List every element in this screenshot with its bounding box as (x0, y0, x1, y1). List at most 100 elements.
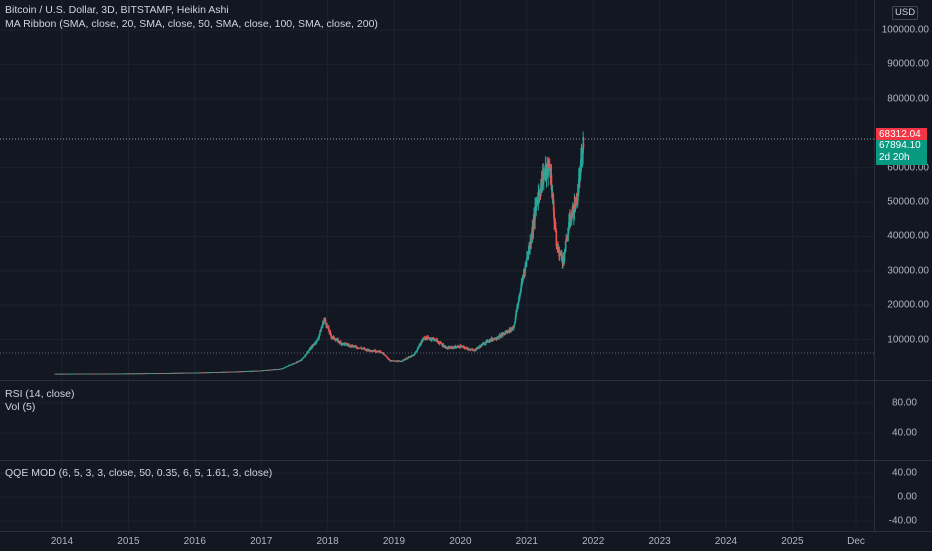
candle (325, 322, 327, 326)
pane-divider[interactable] (0, 380, 932, 381)
candle (560, 251, 563, 257)
candle (401, 360, 404, 362)
candle (318, 333, 321, 336)
candle (414, 352, 417, 354)
candle (446, 346, 449, 349)
candle (439, 342, 442, 343)
rsi-pane[interactable]: RSI (14, close) Vol (5) (0, 381, 874, 460)
candle (446, 348, 449, 349)
candle (318, 335, 320, 339)
time-axis[interactable]: 2014 2015 2016 2017 2018 2019 2020 2021 2022 2023… (0, 531, 932, 551)
candle (513, 324, 516, 327)
candle (505, 331, 508, 333)
candle (524, 262, 527, 265)
x-tick-label: 2022 (582, 536, 605, 547)
candle (483, 344, 486, 346)
candle (474, 350, 476, 352)
x-tick-label: Dec (847, 536, 865, 547)
candle (558, 246, 560, 256)
candle (463, 347, 466, 349)
candle (576, 194, 579, 205)
candle (353, 346, 356, 347)
y-tick-label: 10000.00 (887, 334, 929, 346)
qqe-chart[interactable] (0, 461, 874, 531)
candle (338, 340, 340, 343)
candle (443, 346, 445, 348)
pane-divider[interactable] (0, 460, 932, 461)
ma-ribbon-legend[interactable]: MA Ribbon (SMA, close, 20, SMA, close, 5… (5, 18, 378, 30)
last-price-value: 67894.10 (879, 140, 921, 151)
price-pane[interactable]: Bitcoin / U.S. Dollar, 3D, BITSTAMP, Hei… (0, 0, 874, 380)
candle (549, 171, 552, 177)
candle (379, 351, 382, 353)
candle (376, 351, 379, 353)
y-tick-label: 60000.00 (887, 162, 929, 174)
qqe-pane[interactable]: QQE MOD (6, 5, 3, 3, close, 50, 0.35, 6,… (0, 461, 874, 531)
candle (413, 354, 415, 356)
candle (517, 302, 519, 307)
candle (350, 346, 352, 348)
candle (309, 347, 312, 350)
candle (544, 172, 546, 173)
price-scale[interactable]: 110000.00 100000.00 90000.00 80000.00 60000.… (874, 0, 932, 531)
candle (406, 358, 408, 359)
candle (319, 330, 321, 334)
price-chart[interactable] (0, 0, 874, 380)
candle (370, 350, 372, 352)
candle (523, 271, 525, 275)
candle (580, 158, 582, 166)
candle (553, 211, 555, 222)
candle (420, 342, 422, 345)
candle (516, 306, 518, 312)
candle (568, 221, 570, 231)
y-tick-label: 80000.00 (887, 93, 929, 105)
candle (466, 347, 468, 349)
candle (412, 355, 415, 357)
candle (582, 144, 584, 154)
candle (530, 239, 533, 244)
candle (308, 350, 310, 351)
rsi-chart[interactable] (0, 381, 874, 460)
candle (414, 353, 416, 354)
vol-legend[interactable]: Vol (5) (5, 401, 36, 413)
candle (333, 339, 336, 340)
candle (295, 362, 297, 364)
candle (574, 208, 577, 210)
x-tick-label: 2020 (449, 536, 472, 547)
candle (433, 338, 435, 341)
qqe-legend[interactable]: QQE MOD (6, 5, 3, 3, close, 50, 0.35, 6,… (5, 467, 273, 479)
y-tick-label: 30000.00 (887, 265, 929, 277)
candle (454, 346, 457, 348)
candle (554, 224, 557, 230)
candle (466, 348, 469, 350)
candle (317, 339, 319, 340)
currency-badge[interactable]: USD (892, 6, 919, 20)
candle (421, 341, 423, 342)
candle (431, 339, 433, 341)
candle (500, 334, 503, 338)
candle (562, 257, 565, 259)
y-tick-label: 40000.00 (887, 230, 929, 242)
candle (417, 348, 420, 349)
candle (582, 144, 585, 147)
candle (550, 174, 553, 190)
rsi-legend[interactable]: RSI (14, close) (5, 388, 75, 400)
qqe-tick-label: 40.00 (891, 467, 917, 479)
candle (519, 293, 522, 294)
candle (389, 359, 391, 361)
candle (442, 344, 445, 347)
candle (342, 342, 345, 344)
x-tick-label: 2018 (316, 536, 339, 547)
candle (573, 203, 576, 214)
candle (464, 348, 467, 349)
candle (324, 319, 327, 323)
x-tick-label: 2014 (50, 536, 74, 547)
candle (454, 346, 456, 349)
candle (485, 341, 487, 344)
candle (399, 360, 402, 362)
candle (555, 231, 558, 247)
candle (423, 337, 426, 339)
candle (515, 312, 517, 318)
candle (330, 336, 333, 338)
candle (333, 336, 336, 340)
